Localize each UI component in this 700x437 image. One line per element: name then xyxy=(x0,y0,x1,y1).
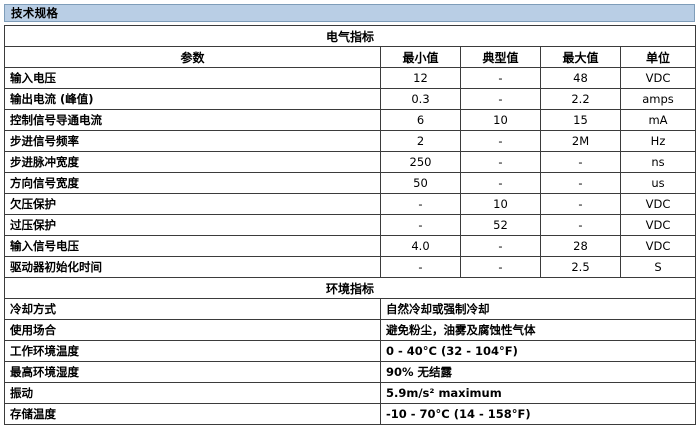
value-typ: 52 xyxy=(460,214,541,236)
value-typ: - xyxy=(460,88,541,110)
value-min: 6 xyxy=(380,109,461,131)
value-unit: VDC xyxy=(619,193,697,215)
electrical-row: 步进脉冲宽度 250- - ns xyxy=(4,151,697,173)
value-max: 2M xyxy=(540,130,621,152)
environment-row: 冷却方式 自然冷却或强制冷却 xyxy=(4,298,697,320)
value-min: - xyxy=(380,193,461,215)
value-unit: mA xyxy=(619,109,697,131)
value-min: 50 xyxy=(380,172,461,194)
electrical-row: 输入信号电压 4.0-28 VDC xyxy=(4,235,697,257)
environment-row: 存储温度 -10 - 70°C (14 - 158°F) xyxy=(4,403,697,425)
value-unit: amps xyxy=(619,88,697,110)
value-typ: 10 xyxy=(460,109,541,131)
specifications-table: 电气指标 参数 最小值 典型值 最大值 单位 输入电压 12-48 VDC 输出电流 (峰值) 0.… xyxy=(3,25,697,425)
value-typ: - xyxy=(460,151,541,173)
electrical-row: 控制信号导通电流 6 10 15 mA xyxy=(4,109,697,131)
parameter-name: 步进信号频率 xyxy=(4,130,381,152)
environment-row: 振动 5.9m/s² maximum xyxy=(4,382,697,404)
value-unit: VDC xyxy=(619,67,697,89)
value-max: 15 xyxy=(540,109,621,131)
value-typ: - xyxy=(460,130,541,152)
value-max: - xyxy=(540,151,621,173)
value-min: - xyxy=(380,256,461,278)
electrical-section-title: 电气指标 xyxy=(3,25,697,47)
value-typ: - xyxy=(460,172,541,194)
electrical-section-header-row: 电气指标 xyxy=(3,25,697,47)
value-max: 28 xyxy=(540,235,621,257)
parameter-name: 方向信号宽度 xyxy=(4,172,381,194)
electrical-row: 步进信号频率 2-2M Hz xyxy=(4,130,697,152)
environment-section-title: 环境指标 xyxy=(3,277,697,299)
value-min: 2 xyxy=(380,130,461,152)
title-bar: 技术规格 xyxy=(4,4,695,22)
environment-value: -10 - 70°C (14 - 158°F) xyxy=(379,403,697,425)
environment-label: 冷却方式 xyxy=(4,298,381,320)
environment-row: 使用场合 避免粉尘，油雾及腐蚀性气体 xyxy=(4,319,697,341)
electrical-row: 过压保护 -52- VDC xyxy=(4,214,697,236)
environment-label: 工作环境温度 xyxy=(4,340,381,362)
value-typ: - xyxy=(460,235,541,257)
electrical-row: 输出电流 (峰值) 0.3-2.2 amps xyxy=(4,88,697,110)
electrical-row: 欠压保护 -10- VDC xyxy=(4,193,697,215)
value-typ: 10 xyxy=(460,193,541,215)
electrical-column-header-row: 参数 最小值 典型值 最大值 单位 xyxy=(4,46,697,68)
environment-value: 自然冷却或强制冷却 xyxy=(379,298,697,320)
value-unit: Hz xyxy=(619,130,697,152)
column-header-unit: 单位 xyxy=(619,46,697,68)
value-unit: us xyxy=(619,172,697,194)
environment-value: 90% 无结露 xyxy=(379,361,697,383)
parameter-name: 欠压保护 xyxy=(4,193,381,215)
environment-section-header-row: 环境指标 xyxy=(3,277,697,299)
value-max: 2.2 xyxy=(540,88,621,110)
value-min: 0.3 xyxy=(380,88,461,110)
value-min: 4.0 xyxy=(380,235,461,257)
title-bar-label: 技术规格 xyxy=(11,6,59,20)
environment-label: 存储温度 xyxy=(4,403,381,425)
environment-label: 振动 xyxy=(4,382,381,404)
environment-label: 最高环境湿度 xyxy=(4,361,381,383)
environment-label: 使用场合 xyxy=(4,319,381,341)
parameter-name: 控制信号导通电流 xyxy=(4,109,381,131)
value-unit: S xyxy=(619,256,697,278)
electrical-row: 方向信号宽度 50- - us xyxy=(4,172,697,194)
value-typ: - xyxy=(460,67,541,89)
column-header-minimum: 最小值 xyxy=(380,46,461,68)
value-max: 2.5 xyxy=(540,256,621,278)
parameter-name: 过压保护 xyxy=(4,214,381,236)
environment-row: 工作环境温度 0 - 40°C (32 - 104°F) xyxy=(4,340,697,362)
environment-row: 最高环境湿度 90% 无结露 xyxy=(4,361,697,383)
parameter-name: 步进脉冲宽度 xyxy=(4,151,381,173)
environment-value: 避免粉尘，油雾及腐蚀性气体 xyxy=(379,319,697,341)
column-header-parameter: 参数 xyxy=(4,46,381,68)
value-max: 48 xyxy=(540,67,621,89)
column-header-typical: 典型值 xyxy=(460,46,541,68)
environment-value: 0 - 40°C (32 - 104°F) xyxy=(379,340,697,362)
parameter-name: 输出电流 (峰值) xyxy=(4,88,381,110)
value-max: - xyxy=(540,172,621,194)
value-unit: VDC xyxy=(619,235,697,257)
value-max: - xyxy=(540,193,621,215)
electrical-row: 驱动器初始化时间 - -2.5 S xyxy=(4,256,697,278)
parameter-name: 驱动器初始化时间 xyxy=(4,256,381,278)
specifications-table-body: 电气指标 参数 最小值 典型值 最大值 单位 输入电压 12-48 VDC 输出电流 (峰值) 0.… xyxy=(3,25,697,425)
value-typ: - xyxy=(460,256,541,278)
value-unit: VDC xyxy=(619,214,697,236)
value-unit: ns xyxy=(619,151,697,173)
value-min: 250 xyxy=(380,151,461,173)
electrical-row: 输入电压 12-48 VDC xyxy=(4,67,697,89)
column-header-maximum: 最大值 xyxy=(540,46,621,68)
value-min: - xyxy=(380,214,461,236)
environment-value: 5.9m/s² maximum xyxy=(379,382,697,404)
parameter-name: 输入电压 xyxy=(4,67,381,89)
parameter-name: 输入信号电压 xyxy=(4,235,381,257)
value-max: - xyxy=(540,214,621,236)
value-min: 12 xyxy=(380,67,461,89)
